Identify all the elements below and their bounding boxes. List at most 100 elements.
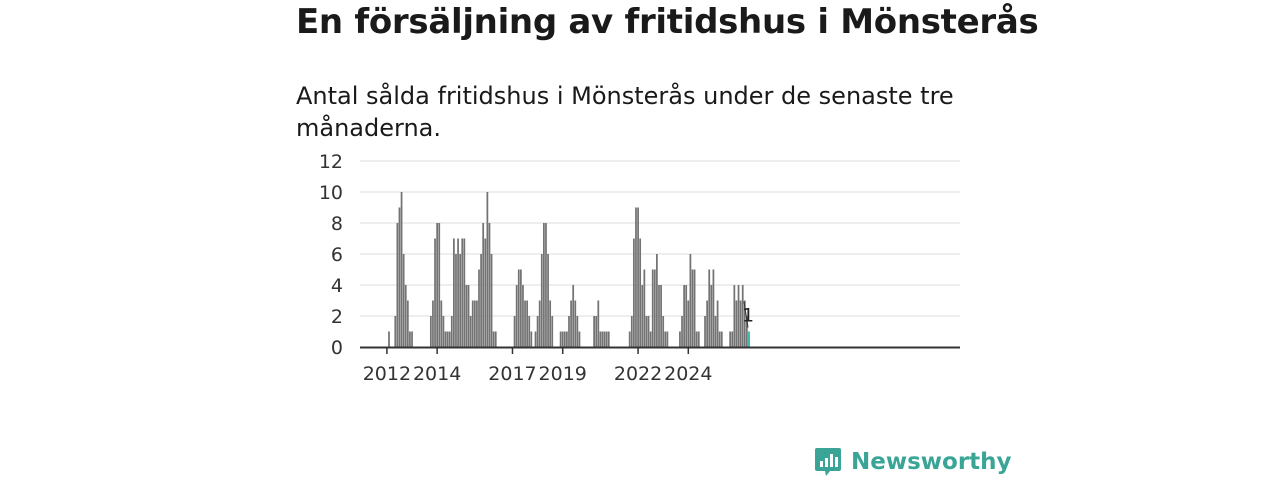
bar: [524, 300, 526, 347]
bar: [576, 316, 579, 347]
bar: [685, 285, 688, 347]
bar: [647, 316, 650, 347]
bar: [574, 300, 577, 347]
bar: [739, 300, 742, 347]
bar: [519, 269, 522, 347]
bar: [409, 331, 411, 347]
bar: [681, 316, 683, 347]
bar: [494, 331, 497, 347]
bar: [662, 316, 665, 347]
bar: [388, 331, 390, 347]
bar: [704, 316, 706, 347]
bar: [645, 316, 648, 347]
bar: [572, 285, 575, 347]
bar: [461, 238, 464, 347]
bar: [679, 331, 681, 347]
bar: [641, 285, 644, 347]
bar: [559, 331, 562, 347]
bar: [434, 238, 436, 347]
bar: [697, 331, 700, 347]
bar: [482, 223, 485, 347]
x-tick-label: 2017: [488, 363, 536, 385]
bar: [404, 285, 407, 347]
bar: [526, 300, 529, 347]
newsworthy-logo-icon: [815, 448, 841, 476]
bar: [716, 300, 719, 347]
bar: [746, 316, 748, 347]
bar: [651, 269, 654, 347]
bar-highlight: [748, 331, 750, 347]
bar: [429, 316, 432, 347]
bar: [473, 300, 476, 347]
x-tick-label: 2022: [614, 363, 662, 385]
bar: [597, 300, 600, 347]
bar: [398, 207, 401, 347]
chart-subtitle: Antal sålda fritidshus i Mönsterås under…: [296, 82, 954, 142]
bar: [635, 207, 637, 347]
bar: [400, 192, 403, 347]
newsworthy-logo[interactable]: Newsworthy: [814, 446, 1012, 478]
bar: [603, 331, 606, 347]
x-tick-label: 2012: [363, 363, 411, 385]
bar: [528, 316, 531, 347]
bar: [547, 254, 549, 347]
bar: [402, 254, 405, 347]
bar: [731, 331, 734, 347]
bar: [549, 300, 552, 347]
bar: [513, 316, 516, 347]
bar: [689, 254, 692, 347]
bar: [459, 254, 462, 347]
bar: [741, 285, 744, 347]
bar: [693, 269, 696, 347]
bar: [695, 331, 698, 347]
bar: [633, 238, 635, 347]
bar: [436, 223, 439, 347]
x-tick-label: 2019: [539, 363, 587, 385]
bar: [666, 331, 669, 347]
bar: [593, 316, 595, 347]
bar: [450, 316, 453, 347]
bar: [480, 254, 482, 347]
bar: [478, 269, 480, 347]
chart-title: En försäljning av fritidshus i Mönsterås: [296, 2, 1039, 42]
bar: [710, 285, 713, 347]
bar: [467, 285, 470, 347]
bar: [517, 269, 520, 347]
bar: [411, 331, 413, 347]
y-tick-label: 0: [331, 337, 343, 359]
bar: [538, 300, 541, 347]
bar: [486, 192, 489, 347]
bar: [687, 300, 690, 347]
bar: [712, 269, 715, 347]
bar: [664, 331, 667, 347]
y-tick-label: 8: [331, 213, 343, 235]
bar: [691, 269, 694, 347]
bar: [649, 331, 652, 347]
bar: [536, 316, 539, 347]
bar: [394, 316, 397, 347]
bar: [656, 254, 658, 347]
bar: [630, 316, 633, 347]
bar: [566, 331, 568, 347]
bar: [484, 238, 487, 347]
bar: [718, 331, 721, 347]
bar: [706, 300, 709, 347]
bar: [455, 254, 457, 347]
bar: [743, 300, 746, 347]
bar: [628, 331, 631, 347]
bar: [543, 223, 545, 347]
y-tick-label: 10: [319, 182, 343, 204]
bar: [515, 285, 518, 347]
bar: [534, 331, 537, 347]
bar: [406, 300, 409, 347]
y-tick-label: 12: [319, 151, 343, 173]
y-tick-label: 4: [331, 275, 343, 297]
bar: [660, 285, 662, 347]
bar: [432, 300, 434, 347]
bar: [457, 238, 459, 347]
y-tick-label: 6: [331, 244, 343, 266]
y-tick-label: 2: [331, 306, 343, 328]
bar: [442, 316, 445, 347]
bar: [530, 331, 533, 347]
bar: [551, 316, 554, 347]
